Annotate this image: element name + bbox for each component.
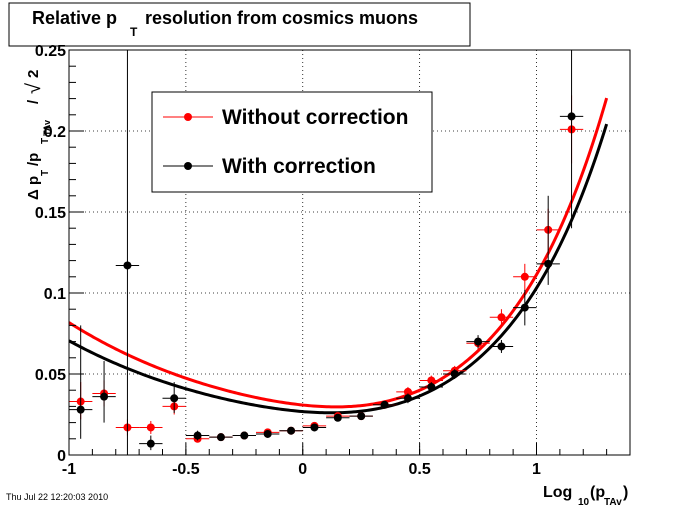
y-tick-labels: 0 0.05 0.1 0.15 0.2 0.25: [35, 43, 66, 465]
legend: Without correction With correction: [151, 91, 433, 193]
point-marker-series-1: [520, 303, 529, 312]
fit-curve-series-0: [69, 97, 609, 409]
point-marker-series-1: [497, 342, 506, 351]
point-marker-series-1: [544, 259, 553, 268]
xlabel-sub-tav: TAv: [604, 497, 622, 507]
data-point: [489, 339, 514, 353]
legend-marker-without-correction: [184, 113, 192, 121]
x-tick-label: -0.5: [172, 461, 200, 478]
x-axis-label: Log 10 (p TAv ): [543, 484, 628, 507]
y-tick-label: 0.05: [35, 367, 66, 384]
legend-marker-with-correction: [184, 162, 192, 170]
point-marker-series-0: [520, 272, 529, 281]
xlabel-p: (p: [590, 484, 605, 501]
point-marker-series-1: [310, 423, 319, 432]
x-tick-label: 0.5: [409, 461, 431, 478]
point-marker-series-0: [497, 313, 506, 322]
point-marker-series-1: [76, 405, 85, 414]
data-point: [185, 430, 210, 441]
x-tick-label: -1: [62, 461, 76, 478]
ylabel-sub-t2: T: [40, 138, 51, 144]
data-point: [443, 369, 467, 379]
point-marker-series-1: [146, 439, 155, 448]
data-point: [419, 382, 443, 392]
data-point: [372, 400, 397, 409]
y-tick-label: 0.15: [35, 205, 66, 222]
point-marker-series-1: [474, 337, 483, 346]
y-tick-label: 0.1: [44, 286, 66, 303]
point-marker-series-1: [123, 261, 132, 270]
xlabel-sub-ten: 10: [578, 497, 590, 507]
data-point: [69, 325, 93, 439]
legend-label-with-correction: With correction: [222, 155, 376, 178]
y-tick-label: 0.25: [35, 43, 66, 60]
ylabel-two: 2: [25, 70, 42, 78]
ylabel-sub-t1: T: [40, 170, 51, 176]
xlabel-close: ): [623, 484, 628, 501]
point-marker-series-1: [427, 382, 436, 391]
y-axis-label: Δ p /p T T TAv / √ 2: [23, 70, 52, 200]
data-point: [349, 412, 373, 421]
point-marker-series-0: [403, 387, 412, 396]
data-point: [302, 423, 327, 432]
data-point: [209, 433, 233, 442]
data-point: [326, 413, 350, 422]
data-points: [69, 50, 584, 455]
data-point: [513, 263, 537, 290]
point-marker-series-0: [427, 376, 436, 385]
y-tick-label: 0: [57, 448, 66, 465]
point-marker-series-1: [216, 433, 225, 442]
ylabel-sqrt-sign: √: [23, 83, 45, 94]
point-marker-series-1: [100, 392, 109, 401]
data-point: [115, 50, 140, 455]
title-subscript: T: [130, 25, 138, 39]
data-point: [139, 420, 163, 434]
title-main: Relative p: [32, 8, 117, 28]
data-point: [256, 429, 280, 438]
data-point: [162, 382, 186, 413]
data-point: [513, 289, 537, 326]
ylabel-sub-tav: TAv: [42, 120, 52, 136]
xlabel-log: Log: [543, 484, 572, 501]
data-point: [279, 426, 303, 435]
axis-ticks: [68, 49, 631, 456]
x-tick-label: 0: [298, 461, 307, 478]
legend-box: [151, 91, 433, 193]
title-rest: resolution from cosmics muons: [140, 8, 418, 28]
ylabel-delta-p: Δ p: [25, 176, 42, 200]
data-point: [396, 386, 420, 397]
ylabel-over-p: /p: [25, 153, 42, 166]
point-marker-series-1: [240, 431, 249, 440]
data-point: [536, 195, 560, 285]
point-marker-series-1: [263, 429, 272, 438]
data-point: [232, 431, 256, 440]
data-point: [92, 361, 116, 423]
point-marker-series-0: [146, 423, 155, 432]
point-marker-series-1: [287, 426, 296, 435]
chart-title: Relative p T resolution from cosmics muo…: [8, 2, 471, 47]
point-marker-series-1: [170, 394, 179, 403]
point-marker-series-1: [357, 412, 366, 421]
data-point: [489, 309, 514, 326]
data-point: [396, 393, 420, 404]
x-tick-label: 1: [532, 461, 541, 478]
point-marker-series-1: [450, 370, 459, 378]
data-point: [559, 50, 584, 229]
y-tick-label: 0.2: [44, 124, 66, 141]
data-point: [466, 335, 490, 349]
ylabel-slash: /: [25, 99, 42, 104]
timestamp: Thu Jul 22 12:20:03 2010: [6, 492, 108, 502]
x-tick-labels: -1 -0.5 0 0.5 1: [62, 461, 541, 478]
point-marker-series-1: [333, 413, 342, 422]
point-marker-series-1: [380, 400, 389, 409]
point-marker-series-1: [193, 431, 202, 440]
point-marker-series-1: [403, 394, 412, 403]
legend-label-without-correction: Without correction: [222, 106, 408, 129]
data-point: [139, 435, 163, 451]
point-marker-series-1: [567, 112, 576, 121]
